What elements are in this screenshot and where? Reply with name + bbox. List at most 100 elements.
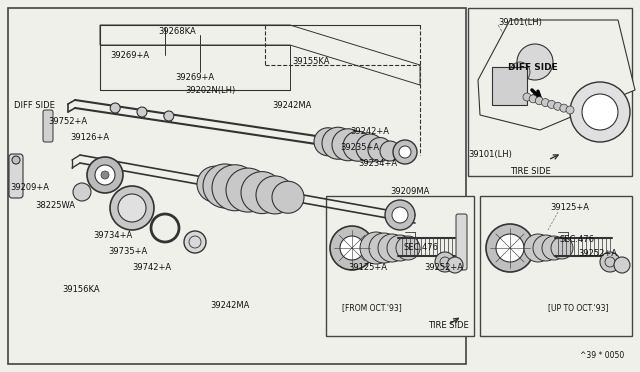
Text: 39209+A: 39209+A [10, 183, 49, 192]
Circle shape [73, 183, 91, 201]
Bar [326, 196, 474, 336]
Circle shape [256, 176, 294, 214]
Circle shape [184, 231, 206, 253]
Circle shape [533, 235, 559, 261]
Bar [480, 196, 632, 336]
Text: SEC.476: SEC.476 [560, 235, 595, 244]
Text: 39269+A: 39269+A [110, 51, 149, 60]
Text: 39125+A: 39125+A [550, 203, 589, 212]
Text: 39101(LH): 39101(LH) [498, 17, 542, 26]
Text: 39734+A: 39734+A [93, 231, 132, 240]
FancyBboxPatch shape [492, 67, 527, 105]
Text: 39269+A: 39269+A [175, 74, 214, 83]
Polygon shape [100, 45, 290, 90]
Text: ^39 * 0050: ^39 * 0050 [580, 350, 624, 359]
Polygon shape [100, 25, 420, 85]
Circle shape [12, 156, 20, 164]
Circle shape [551, 237, 573, 259]
Text: 39268KA: 39268KA [158, 28, 196, 36]
Circle shape [110, 103, 120, 113]
Circle shape [137, 107, 147, 117]
Text: SEC.476: SEC.476 [403, 244, 438, 253]
Text: [UP TO OCT.'93]: [UP TO OCT.'93] [548, 304, 609, 312]
Text: [FROM OCT.'93]: [FROM OCT.'93] [342, 304, 402, 312]
Circle shape [203, 164, 247, 208]
Circle shape [314, 128, 342, 156]
Circle shape [496, 234, 524, 262]
Circle shape [399, 146, 411, 158]
Circle shape [524, 234, 552, 262]
Circle shape [322, 127, 354, 159]
Polygon shape [478, 20, 635, 130]
Text: DIFF SIDE: DIFF SIDE [14, 100, 55, 109]
Circle shape [614, 257, 630, 273]
Circle shape [212, 165, 258, 211]
Circle shape [392, 207, 408, 223]
Bar [468, 8, 632, 176]
Circle shape [566, 106, 574, 114]
Circle shape [360, 232, 392, 264]
FancyBboxPatch shape [456, 214, 467, 270]
Bar [8, 8, 466, 364]
Circle shape [387, 235, 413, 261]
Text: 38225WA: 38225WA [35, 201, 75, 209]
Circle shape [486, 224, 534, 272]
Circle shape [197, 166, 233, 202]
Circle shape [378, 234, 406, 262]
Text: 39742+A: 39742+A [132, 263, 171, 273]
Circle shape [560, 104, 568, 112]
Circle shape [529, 95, 537, 103]
Text: 39242+A: 39242+A [350, 128, 389, 137]
Circle shape [396, 236, 420, 260]
Circle shape [343, 131, 373, 161]
Circle shape [110, 186, 154, 230]
Circle shape [369, 233, 399, 263]
Circle shape [118, 194, 146, 222]
Text: 39209MA: 39209MA [390, 187, 429, 196]
Text: 39735+A: 39735+A [108, 247, 147, 257]
Circle shape [332, 129, 364, 161]
Text: 39752+A: 39752+A [48, 118, 87, 126]
Circle shape [226, 168, 270, 212]
Text: 39252+A: 39252+A [424, 263, 463, 273]
Circle shape [510, 62, 530, 82]
Circle shape [95, 165, 115, 185]
Circle shape [548, 100, 556, 108]
Circle shape [368, 138, 392, 161]
Circle shape [447, 257, 463, 273]
Circle shape [542, 236, 566, 260]
Circle shape [340, 236, 364, 260]
Text: 39125+A: 39125+A [348, 263, 387, 273]
Text: DIFF SIDE: DIFF SIDE [508, 64, 557, 73]
Circle shape [535, 97, 543, 105]
Circle shape [87, 157, 123, 193]
Circle shape [272, 181, 304, 213]
Text: 39155KA: 39155KA [292, 58, 330, 67]
Text: TIRE SIDE: TIRE SIDE [510, 167, 551, 176]
Circle shape [385, 200, 415, 230]
Circle shape [435, 252, 455, 272]
Circle shape [517, 44, 553, 80]
Text: 39101(LH): 39101(LH) [468, 151, 512, 160]
Circle shape [241, 171, 283, 214]
Circle shape [541, 99, 549, 106]
Circle shape [570, 82, 630, 142]
Circle shape [523, 93, 531, 101]
FancyBboxPatch shape [9, 154, 23, 198]
Circle shape [582, 94, 618, 130]
Text: 39126+A: 39126+A [70, 134, 109, 142]
FancyBboxPatch shape [43, 110, 53, 142]
Circle shape [600, 252, 620, 272]
Text: 39235+A: 39235+A [340, 144, 379, 153]
Text: TIRE SIDE: TIRE SIDE [428, 321, 468, 330]
Text: 39252+A: 39252+A [578, 248, 617, 257]
Text: 39234+A: 39234+A [358, 158, 397, 167]
Text: 39202N(LH): 39202N(LH) [185, 86, 236, 94]
Text: 39242MA: 39242MA [210, 301, 250, 310]
Circle shape [101, 171, 109, 179]
Circle shape [356, 134, 384, 162]
Circle shape [380, 141, 400, 161]
Text: 39242MA: 39242MA [272, 100, 312, 109]
Circle shape [164, 111, 174, 121]
Text: 39156KA: 39156KA [62, 285, 100, 295]
